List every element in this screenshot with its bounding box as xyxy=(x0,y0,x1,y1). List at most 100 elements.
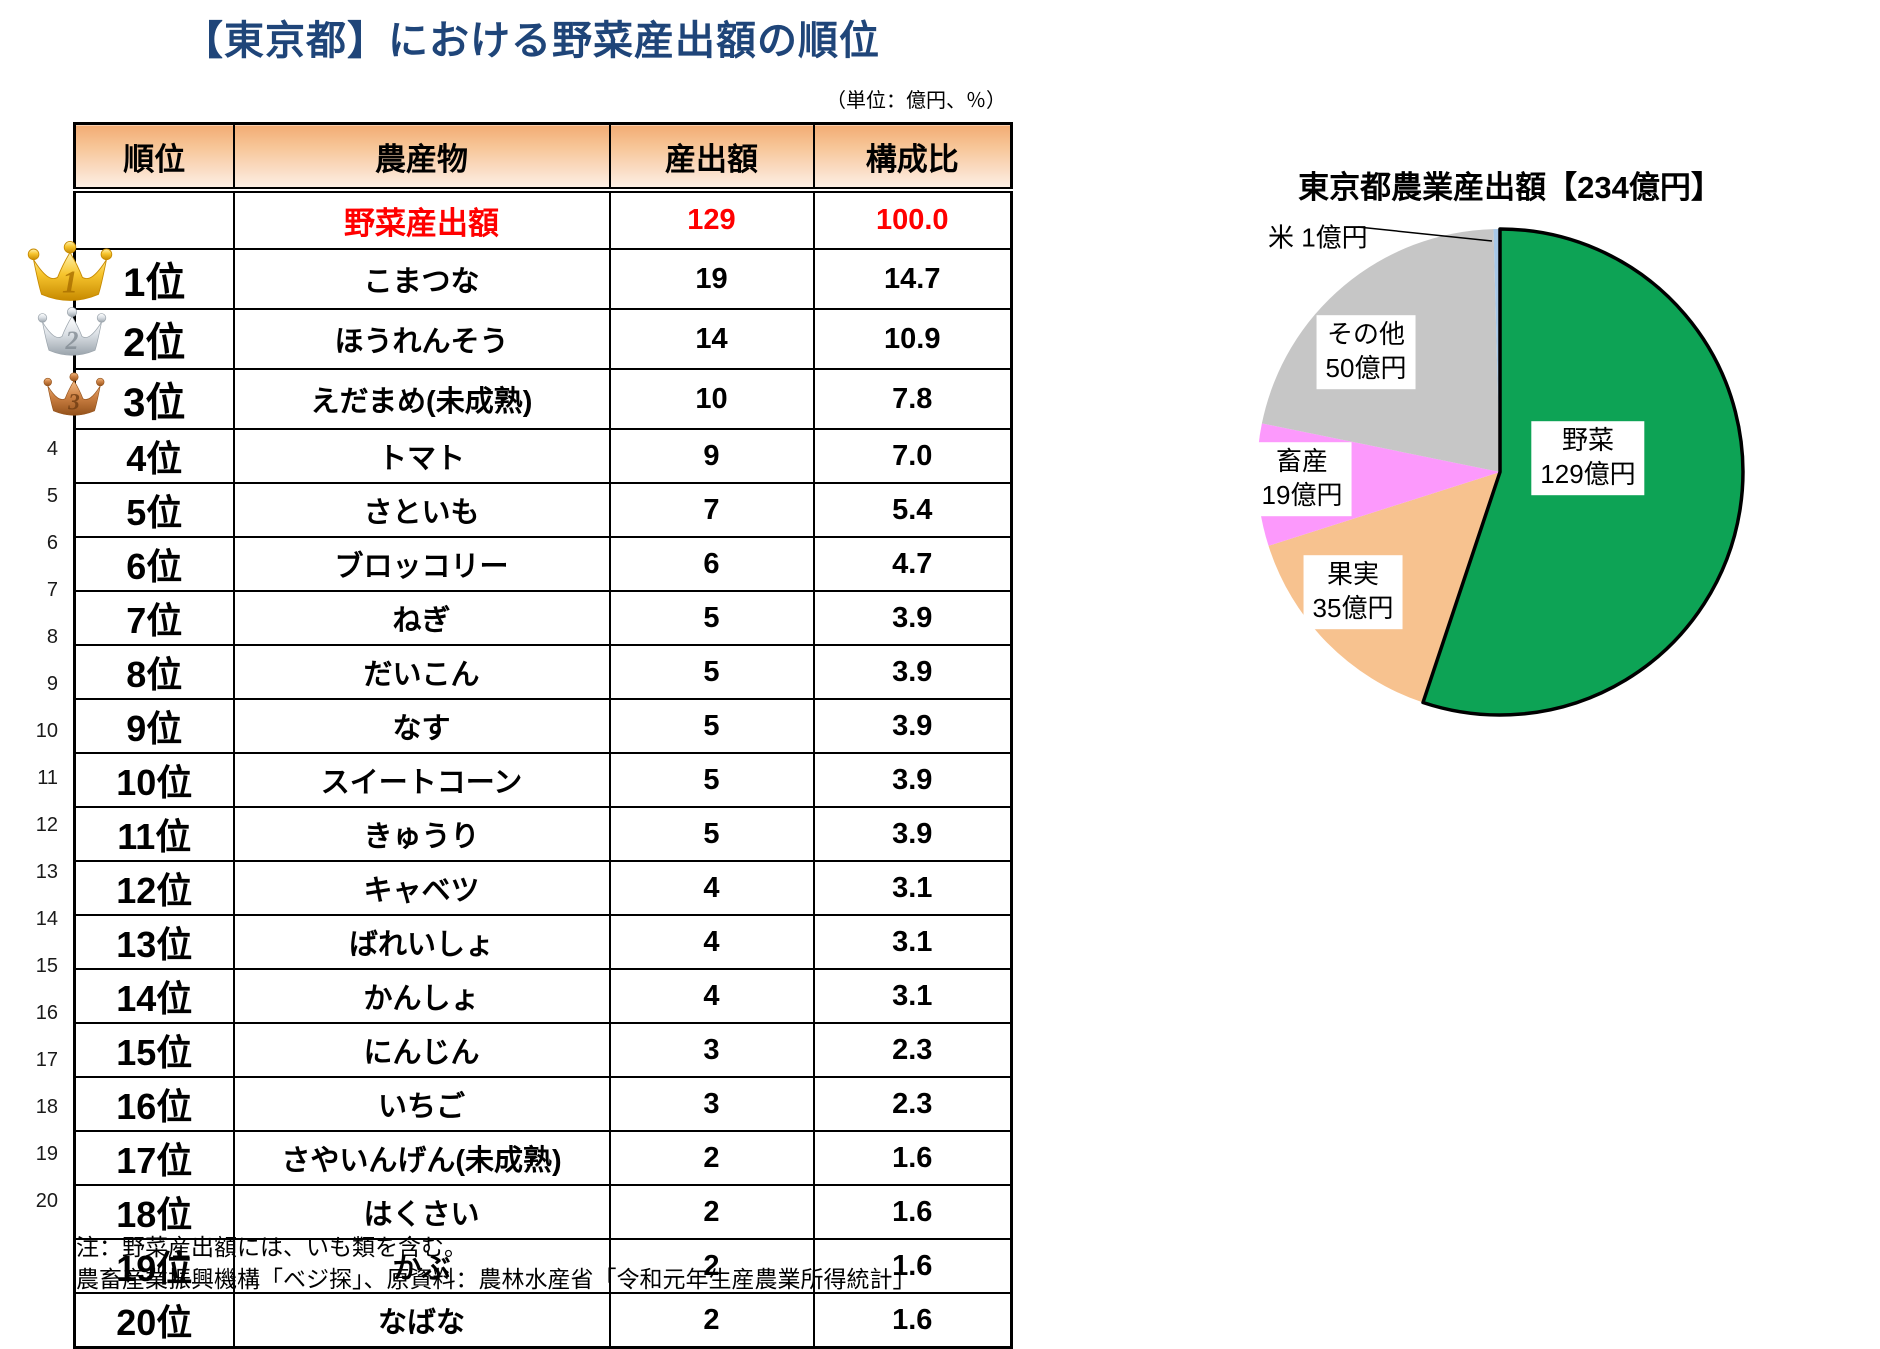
row-number: 20 xyxy=(35,1190,58,1212)
value-cell: 2 xyxy=(608,1130,815,1186)
share-cell: 3.9 xyxy=(812,644,1013,700)
rank-cell: 8位 xyxy=(73,644,235,700)
product-cell: えだまめ(未成熟) xyxy=(232,368,611,430)
rank-cell: 13位 xyxy=(73,914,235,970)
share-cell: 3.9 xyxy=(812,806,1013,862)
pie-label-rice: 米 1億円 xyxy=(1268,222,1368,253)
product-cell: きゅうり xyxy=(232,806,611,862)
value-cell: 3 xyxy=(608,1076,815,1132)
value-cell: 3 xyxy=(608,1022,815,1078)
rank-cell: 19位 xyxy=(73,1238,235,1294)
svg-text:3: 3 xyxy=(67,389,80,415)
page-title: 【東京都】における野菜産出額の順位 xyxy=(183,19,880,63)
ranking-table-body: 順位 農産物 産出額 構成比 野菜産出額 129 100.0 1位 こまつな 19 1… xyxy=(73,122,1013,1349)
rank-cell: 6位 xyxy=(73,536,235,592)
column-header: 産出額 xyxy=(608,122,815,193)
share-cell: 3.1 xyxy=(812,968,1013,1024)
share-cell: 1.6 xyxy=(812,1292,1013,1349)
table-row: 18位 はくさい 2 1.6 xyxy=(73,1184,1013,1240)
table-row: 10位 スイートコーン 5 3.9 xyxy=(73,752,1013,808)
share-cell: 7.0 xyxy=(812,428,1013,484)
rank-cell: 9位 xyxy=(73,698,235,754)
row-number: 14 xyxy=(35,908,58,930)
share-cell: 7.8 xyxy=(812,368,1013,430)
value-cell: 19 xyxy=(608,248,815,310)
rank-cell: 11位 xyxy=(73,806,235,862)
row-number: 7 xyxy=(46,579,58,601)
table-row: 5位 さといも 7 5.4 xyxy=(73,482,1013,538)
product-cell: こまつな xyxy=(232,248,611,310)
table-row: 8位 だいこん 5 3.9 xyxy=(73,644,1013,700)
row-number: 9 xyxy=(46,673,58,695)
product-cell: 野菜産出額 xyxy=(232,189,611,250)
pie-label-fruits: 果実 35億円 xyxy=(1303,555,1403,629)
rank-cell: 7位 xyxy=(73,590,235,646)
value-cell: 5 xyxy=(608,806,815,862)
rank-cell: 4位 xyxy=(73,428,235,484)
share-cell: 2.3 xyxy=(812,1022,1013,1078)
table-row: 7位 ねぎ 5 3.9 xyxy=(73,590,1013,646)
product-cell: スイートコーン xyxy=(232,752,611,808)
column-header: 構成比 xyxy=(812,122,1013,193)
share-cell: 4.7 xyxy=(812,536,1013,592)
value-cell: 5 xyxy=(608,590,815,646)
table-total-row: 野菜産出額 129 100.0 xyxy=(73,189,1013,250)
share-cell: 1.6 xyxy=(812,1238,1013,1294)
value-cell: 2 xyxy=(608,1238,815,1294)
share-cell: 100.0 xyxy=(812,189,1013,250)
crown-bronze-icon: 3 xyxy=(42,369,106,422)
value-cell: 10 xyxy=(608,368,815,430)
table-row: 3位 えだまめ(未成熟) 10 7.8 xyxy=(73,368,1013,430)
share-cell: 1.6 xyxy=(812,1184,1013,1240)
product-cell: にんじん xyxy=(232,1022,611,1078)
product-cell: キャベツ xyxy=(232,860,611,916)
table-row: 12位 キャベツ 4 3.1 xyxy=(73,860,1013,916)
value-cell: 2 xyxy=(608,1184,815,1240)
table-header-row: 順位 農産物 産出額 構成比 xyxy=(73,122,1013,193)
row-number: 6 xyxy=(46,532,58,554)
table-row: 16位 いちご 3 2.3 xyxy=(73,1076,1013,1132)
rank-cell xyxy=(73,189,235,250)
share-cell: 3.1 xyxy=(812,914,1013,970)
pie-label-others: その他 50億円 xyxy=(1316,315,1416,389)
table-row: 6位 ブロッコリー 6 4.7 xyxy=(73,536,1013,592)
share-cell: 5.4 xyxy=(812,482,1013,538)
table-row: 17位 さやいんげん(未成熟) 2 1.6 xyxy=(73,1130,1013,1186)
column-header: 農産物 xyxy=(232,122,611,193)
table-row: 4位 トマト 9 7.0 xyxy=(73,428,1013,484)
unit-label: （単位：億円、％） xyxy=(826,90,1006,112)
share-cell: 10.9 xyxy=(812,308,1013,370)
product-cell: さやいんげん(未成熟) xyxy=(232,1130,611,1186)
rank-cell: 5位 xyxy=(73,482,235,538)
value-cell: 5 xyxy=(608,752,815,808)
product-cell: なす xyxy=(232,698,611,754)
share-cell: 3.1 xyxy=(812,860,1013,916)
value-cell: 5 xyxy=(608,644,815,700)
pie-label-vegetables: 野菜 129億円 xyxy=(1531,421,1645,495)
value-cell: 5 xyxy=(608,698,815,754)
row-number: 8 xyxy=(46,626,58,648)
product-cell: ばれいしょ xyxy=(232,914,611,970)
pie-label-livestock: 畜産 19億円 xyxy=(1252,442,1352,516)
row-number: 17 xyxy=(35,1049,58,1071)
table-row: 13位 ばれいしょ 4 3.1 xyxy=(73,914,1013,970)
rank-cell: 20位 xyxy=(73,1292,235,1349)
product-cell: トマト xyxy=(232,428,611,484)
table-row: 15位 にんじん 3 2.3 xyxy=(73,1022,1013,1078)
svg-text:2: 2 xyxy=(65,326,79,355)
product-cell: ほうれんそう xyxy=(232,308,611,370)
product-cell: なばな xyxy=(232,1292,611,1349)
ranking-table: 順位 農産物 産出額 構成比 野菜産出額 129 100.0 1位 こまつな 19 1… xyxy=(73,122,1013,1349)
value-cell: 4 xyxy=(608,860,815,916)
rank-cell: 18位 xyxy=(73,1184,235,1240)
rank-cell: 15位 xyxy=(73,1022,235,1078)
rank-cell: 12位 xyxy=(73,860,235,916)
table-row: 20位 なばな 2 1.6 xyxy=(73,1292,1013,1349)
footnote: 注：野菜産出額には、いも類を含む。 xyxy=(76,1234,467,1260)
row-number: 15 xyxy=(35,955,58,977)
crown-silver-icon: 2 xyxy=(36,304,108,362)
value-cell: 2 xyxy=(608,1292,815,1349)
table-row: 11位 きゅうり 5 3.9 xyxy=(73,806,1013,862)
value-cell: 9 xyxy=(608,428,815,484)
row-number: 18 xyxy=(35,1096,58,1118)
